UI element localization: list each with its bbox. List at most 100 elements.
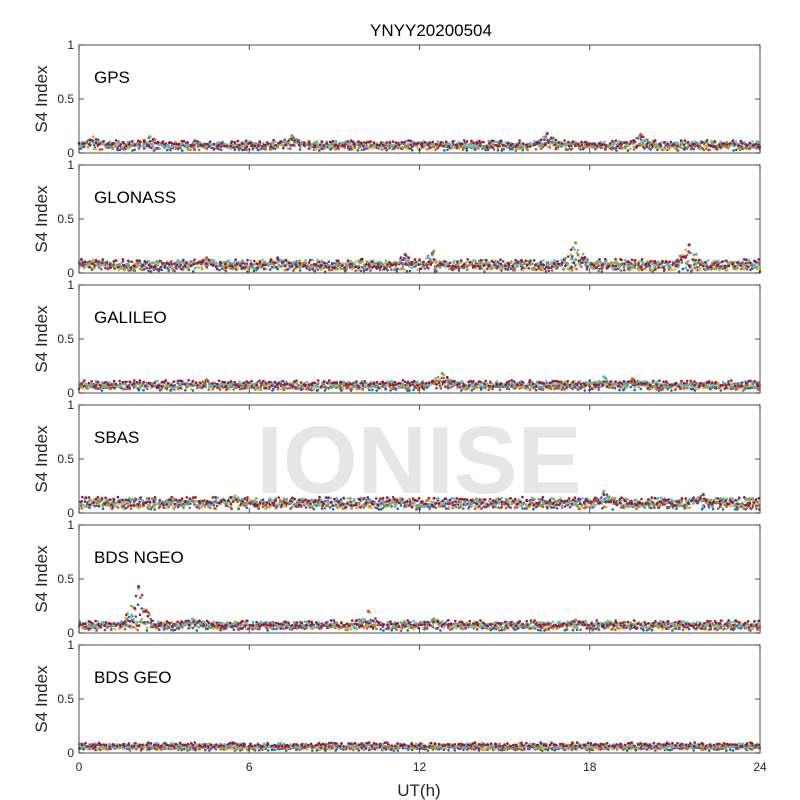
data-point <box>298 148 302 151</box>
data-point <box>691 140 694 144</box>
data-point <box>316 258 319 262</box>
data-point <box>165 387 169 391</box>
data-point <box>521 269 525 272</box>
data-point <box>170 262 173 266</box>
data-point <box>290 138 294 141</box>
data-point <box>544 270 548 273</box>
data-point <box>684 266 687 270</box>
data-point <box>371 388 374 392</box>
data-point <box>340 264 344 267</box>
data-point <box>212 258 215 262</box>
peak-point <box>148 135 152 139</box>
data-point <box>422 266 426 269</box>
data-point <box>244 142 247 145</box>
data-point <box>230 140 234 143</box>
data-point <box>475 141 478 144</box>
data-point <box>133 143 137 146</box>
data-point <box>365 145 369 149</box>
data-point <box>745 144 749 147</box>
data-point <box>100 389 104 392</box>
y-axis-label: S4 Index <box>32 65 51 133</box>
data-point <box>468 145 471 148</box>
data-point <box>211 264 215 267</box>
data-point <box>560 262 564 265</box>
data-point <box>128 387 132 390</box>
data-point <box>205 262 208 265</box>
data-point <box>271 146 275 150</box>
data-point <box>193 141 196 145</box>
data-point <box>592 263 596 267</box>
data-point <box>375 389 379 392</box>
data-point <box>93 266 96 270</box>
data-point <box>323 261 327 265</box>
data-point <box>207 388 211 391</box>
data-point <box>482 264 486 268</box>
data-point <box>388 146 391 150</box>
data-point <box>116 146 119 150</box>
data-point <box>393 146 396 150</box>
data-point <box>672 143 676 146</box>
data-point <box>105 261 109 264</box>
data-point <box>106 267 109 271</box>
data-point <box>236 267 240 270</box>
data-point <box>570 266 574 269</box>
data-point <box>344 140 347 144</box>
data-point <box>224 388 228 392</box>
data-point <box>684 248 687 252</box>
data-point <box>473 145 477 148</box>
data-point <box>628 147 632 151</box>
data-point <box>158 259 162 263</box>
data-point <box>478 144 482 147</box>
data-point <box>633 259 636 262</box>
data-point <box>483 268 487 272</box>
data-point <box>564 146 568 150</box>
data-point <box>320 147 324 150</box>
data-point <box>448 386 452 389</box>
data-point <box>367 386 370 389</box>
data-point <box>413 385 417 389</box>
data-point <box>112 265 116 269</box>
data-point <box>584 263 587 267</box>
peak-point <box>276 256 280 260</box>
data-point <box>391 140 395 143</box>
data-point <box>725 386 728 390</box>
data-point <box>505 387 509 391</box>
data-point <box>462 263 466 267</box>
data-point <box>547 141 550 144</box>
data-point <box>308 142 311 145</box>
data-point <box>333 266 337 269</box>
panel-label: GLONASS <box>94 188 176 207</box>
data-point <box>689 148 693 151</box>
data-point <box>133 264 137 268</box>
data-point <box>286 147 290 150</box>
data-point <box>656 148 659 151</box>
data-point <box>112 141 115 145</box>
data-point <box>394 262 398 266</box>
data-point <box>716 259 720 263</box>
data-point <box>161 140 165 143</box>
data-point <box>239 260 243 264</box>
data-point <box>265 387 268 390</box>
data-point <box>100 148 104 151</box>
data-point <box>251 147 255 151</box>
data-point <box>374 385 378 389</box>
data-point <box>90 262 94 266</box>
data-point <box>282 268 286 272</box>
data-point <box>580 140 583 144</box>
data-point <box>427 260 431 264</box>
data-point <box>248 265 252 269</box>
data-point <box>732 149 735 152</box>
data-point <box>595 266 598 269</box>
data-point <box>109 387 112 391</box>
data-point <box>541 135 545 139</box>
data-point <box>217 147 221 151</box>
data-point <box>492 148 496 151</box>
data-point <box>683 139 687 142</box>
data-point <box>292 143 295 147</box>
data-point <box>259 386 263 390</box>
data-point <box>302 143 306 147</box>
data-point <box>506 268 510 272</box>
data-point <box>180 267 183 271</box>
data-point <box>359 141 363 144</box>
